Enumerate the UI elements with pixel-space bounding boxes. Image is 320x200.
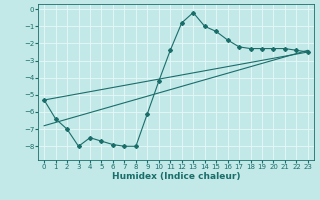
X-axis label: Humidex (Indice chaleur): Humidex (Indice chaleur) [112,172,240,181]
